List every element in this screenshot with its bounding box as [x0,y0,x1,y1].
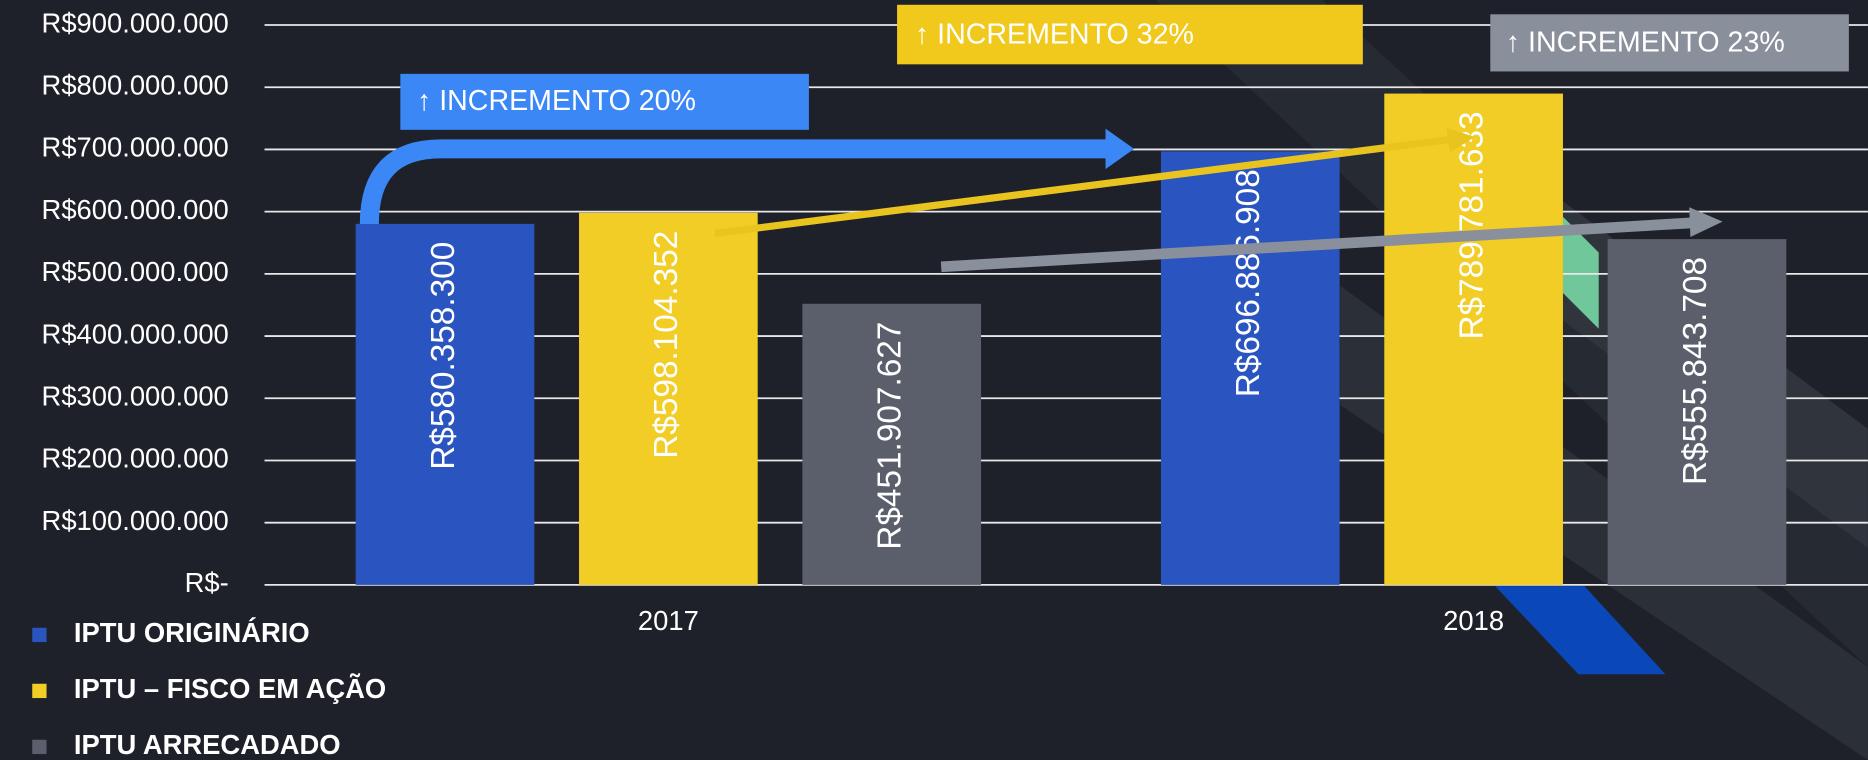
y-tick-label: R$100.000.000 [42,505,229,536]
y-tick-label: R$700.000.000 [42,132,229,163]
y-tick-label: R$600.000.000 [42,194,229,225]
annotation-box [1490,14,1849,72]
legend-swatch [32,683,47,699]
x-tick-label: 2017 [638,605,699,636]
annotation: ↑ INCREMENTO 32% [915,18,1194,50]
value-label: R$696.886.908 [1230,169,1267,397]
bar [802,303,982,585]
annotation: ↑ INCREMENTO 20% [417,85,696,117]
value-label: R$789.781.633 [1453,111,1490,339]
y-tick-label: R$300.000.000 [42,380,229,411]
bar [1607,239,1787,585]
legend-label: IPTU – FISCO EM AÇÃO [74,673,386,704]
arrows [359,127,1723,273]
annotations: ↑ INCREMENTO 20% ↑ INCREMENTO 32% ↑ INCR… [400,4,1849,130]
legend-swatch [32,627,47,643]
y-tick-label: R$900.000.000 [42,7,229,38]
arrow-head [1689,207,1723,238]
arrow [940,217,1695,273]
y-tick-label: R$200.000.000 [42,443,229,474]
legend: IPTU ORIGINÁRIO IPTU – FISCO EM AÇÃO IPTU … [32,617,386,760]
y-tick-label: R$400.000.000 [42,318,229,349]
bar [355,223,535,585]
annotation-box [400,73,809,130]
legend-swatch [32,739,47,755]
arrow-head [1446,127,1475,153]
bar [579,212,758,585]
arrow [714,135,1452,238]
annotation-box [897,4,1363,65]
value-label: R$451.907.627 [872,322,909,550]
value-label: R$555.843.708 [1677,257,1714,485]
legend-label: IPTU ARRECADADO [74,729,341,760]
bar [1160,151,1340,585]
value-label: R$580.358.300 [425,242,462,470]
y-tick-label: R$500.000.000 [42,256,229,287]
bar [1384,93,1563,585]
arrow-head [1105,128,1135,170]
bars: 2017 R$580.358.300 R$598.104.352 R$451.907.… [355,93,1787,636]
x-tick-label: 2018 [1443,605,1504,636]
grid: R$- R$100.000.000 R$200.000.000 R$300.000.0… [42,7,1868,598]
legend-label: IPTU ORIGINÁRIO [74,617,310,648]
arrow [359,139,1108,225]
annotation: ↑ INCREMENTO 23% [1506,27,1785,59]
value-label: R$598.104.352 [648,231,685,459]
y-tick-label: R$800.000.000 [42,69,229,100]
y-tick-label: R$- [185,567,229,598]
